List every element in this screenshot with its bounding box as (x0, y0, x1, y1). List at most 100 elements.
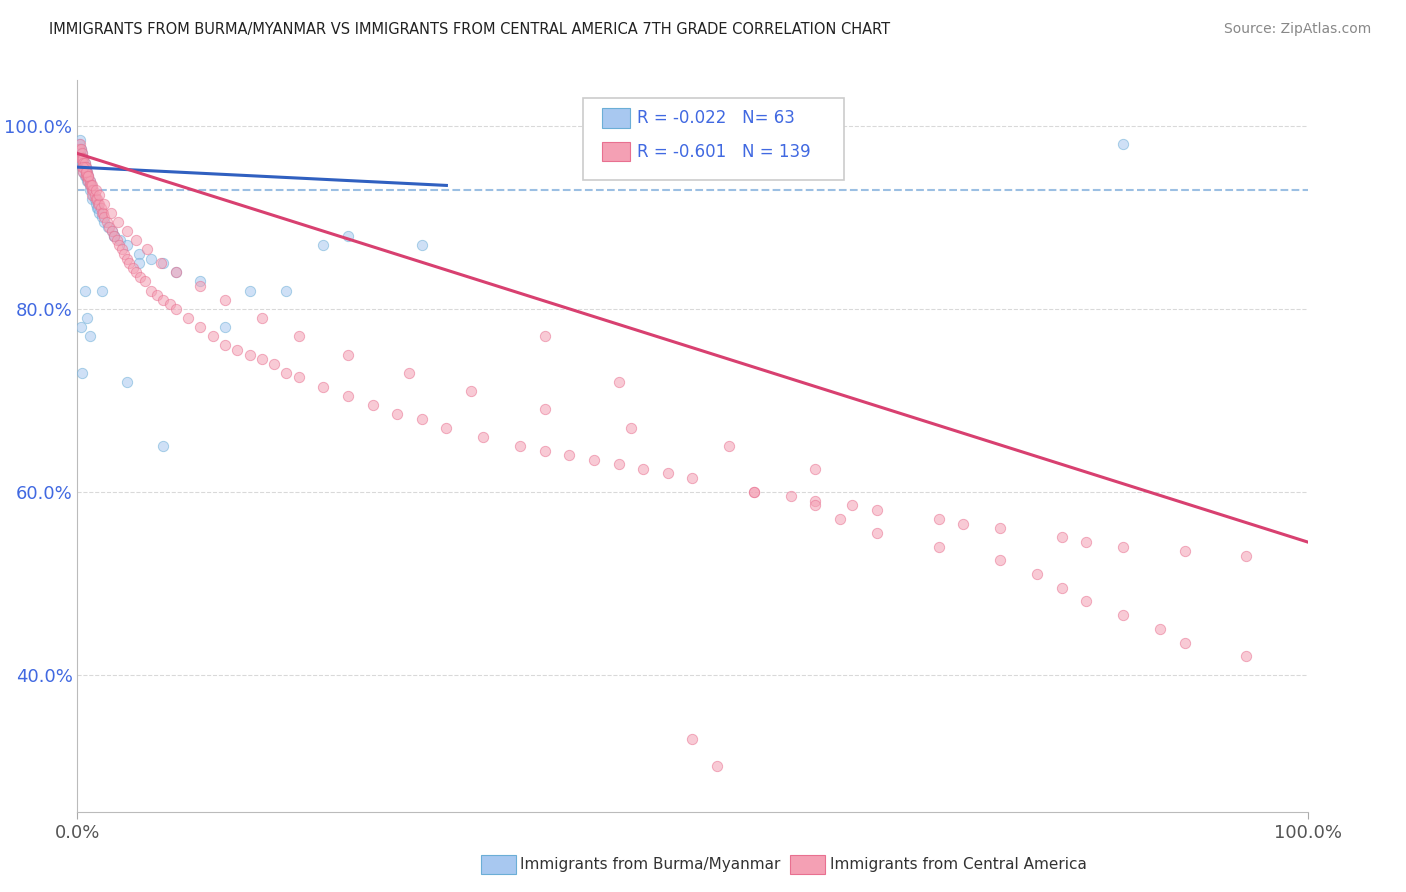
Point (866, 503, 889, 517)
Point (75, 169, 97, 184)
Point (682, 731, 704, 746)
Text: Immigrants from Central America: Immigrants from Central America (830, 857, 1087, 871)
Point (75, 160, 97, 174)
Point (1234, 549, 1257, 563)
Point (115, 238, 138, 252)
Point (165, 301, 187, 316)
Point (70, 142, 93, 156)
Point (70, 366, 93, 380)
Point (69, 142, 91, 156)
Point (77, 169, 100, 184)
Point (250, 310, 273, 325)
Point (607, 458, 630, 472)
Point (105, 233, 128, 247)
Point (70, 151, 93, 165)
Point (928, 540, 950, 554)
Point (79, 174, 101, 188)
Point (89, 206, 111, 220)
Point (1112, 137, 1135, 152)
Point (86, 192, 108, 206)
Point (93, 215, 115, 229)
Point (77, 174, 100, 188)
Point (70, 151, 93, 165)
Text: Source: ZipAtlas.com: Source: ZipAtlas.com (1223, 22, 1371, 37)
Point (70, 160, 93, 174)
Point (91, 206, 114, 220)
Point (121, 260, 143, 275)
Point (804, 499, 827, 513)
Point (742, 484, 765, 499)
Point (804, 494, 827, 508)
Point (108, 238, 131, 252)
Point (75, 164, 97, 178)
Point (72, 151, 94, 165)
Point (1076, 535, 1098, 549)
Point (988, 521, 1011, 535)
Point (150, 256, 173, 270)
Point (214, 338, 236, 352)
Point (1112, 540, 1135, 554)
Point (89, 187, 111, 202)
Point (82, 183, 104, 197)
Text: R = -0.601   N = 139: R = -0.601 N = 139 (637, 143, 810, 161)
Point (97, 219, 120, 234)
Text: Immigrants from Burma/Myanmar: Immigrants from Burma/Myanmar (520, 857, 780, 871)
Point (718, 439, 741, 453)
Point (76, 174, 98, 188)
Point (152, 439, 174, 453)
Point (1076, 594, 1098, 608)
Point (460, 384, 482, 399)
Point (633, 462, 655, 476)
Point (72, 164, 94, 178)
Point (111, 243, 132, 257)
Point (75, 160, 97, 174)
Point (79, 329, 101, 343)
Point (534, 329, 557, 343)
Point (86, 201, 108, 215)
Point (82, 192, 104, 206)
Point (101, 224, 124, 238)
Point (558, 448, 581, 462)
Point (472, 430, 495, 444)
Point (76, 310, 98, 325)
Point (87, 201, 110, 215)
Point (112, 247, 135, 261)
Point (337, 389, 360, 403)
Point (706, 759, 728, 773)
Point (115, 375, 138, 389)
Point (214, 293, 236, 307)
Point (742, 484, 765, 499)
Point (103, 228, 125, 243)
Point (226, 343, 249, 357)
Point (1174, 544, 1197, 558)
Point (830, 512, 852, 526)
Text: IMMIGRANTS FROM BURMA/MYANMAR VS IMMIGRANTS FROM CENTRAL AMERICA 7TH GRADE CORRE: IMMIGRANTS FROM BURMA/MYANMAR VS IMMIGRA… (49, 22, 890, 37)
Point (82, 187, 104, 202)
Point (77, 174, 100, 188)
Point (841, 499, 863, 513)
Point (118, 256, 141, 270)
Point (101, 224, 124, 238)
Point (250, 352, 273, 367)
Point (607, 375, 630, 389)
Point (1026, 567, 1049, 582)
Point (214, 320, 236, 334)
Point (77, 169, 100, 184)
Point (79, 174, 101, 188)
Point (115, 224, 138, 238)
Point (263, 357, 285, 371)
Point (76, 164, 98, 178)
Point (70, 160, 93, 174)
Point (134, 275, 156, 289)
Point (152, 256, 174, 270)
Point (79, 183, 101, 197)
Point (70, 146, 93, 161)
Point (129, 269, 152, 284)
Point (1234, 649, 1257, 664)
Point (1149, 622, 1171, 636)
Point (509, 439, 531, 453)
Point (110, 233, 132, 247)
Point (69, 137, 91, 152)
Point (804, 462, 827, 476)
Point (83, 192, 105, 206)
